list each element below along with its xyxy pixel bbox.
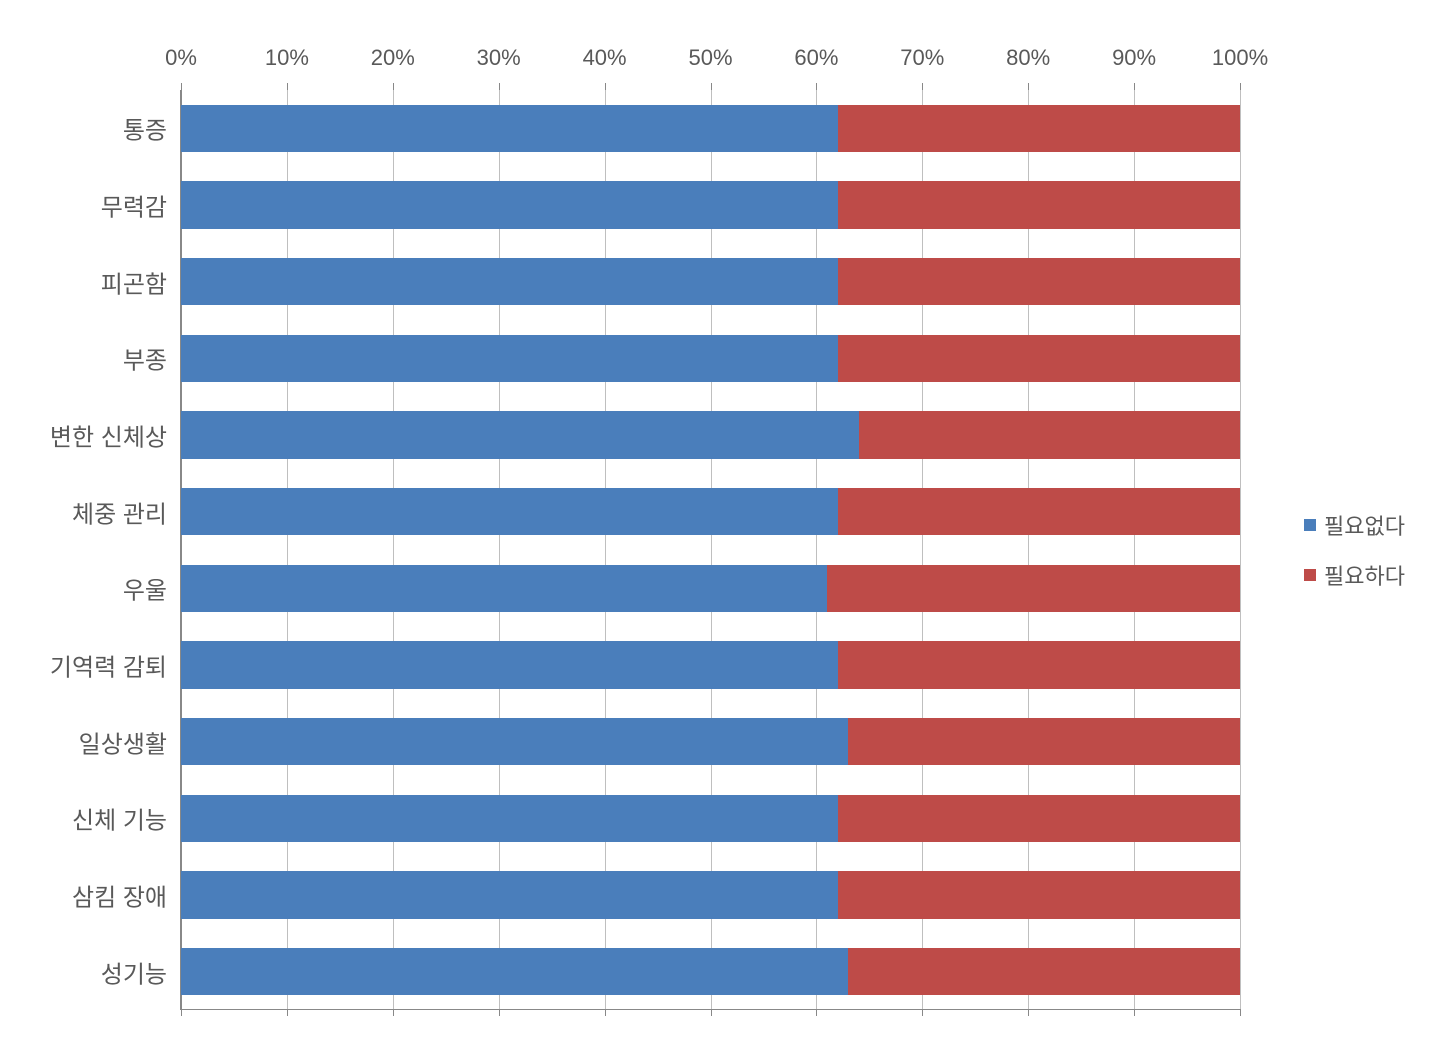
xtick-mark [605, 83, 606, 90]
bar-row [181, 411, 1240, 459]
bar-row [181, 871, 1240, 919]
xtick-mark [499, 83, 500, 90]
bar-segment-needed [827, 565, 1240, 613]
bar-row [181, 795, 1240, 843]
bar-segment-needed [838, 488, 1240, 536]
legend-item: 필요없다 [1304, 509, 1405, 541]
bar-segment-needed [838, 181, 1240, 229]
bar-row [181, 181, 1240, 229]
xtick-mark-bottom [499, 1009, 500, 1016]
xtick-mark-bottom [1240, 1009, 1241, 1016]
xtick-mark [1134, 83, 1135, 90]
bar-segment-not_needed [181, 948, 848, 996]
category-label: 우울 [123, 571, 167, 606]
bar-segment-not_needed [181, 795, 838, 843]
category-label: 신체 기능 [72, 801, 167, 836]
bar-row [181, 641, 1240, 689]
bar-segment-needed [848, 718, 1240, 766]
bar-segment-needed [838, 795, 1240, 843]
xtick-label: 100% [1212, 45, 1268, 71]
xtick-label: 70% [900, 45, 944, 71]
bar-row [181, 948, 1240, 996]
bar-segment-not_needed [181, 488, 838, 536]
xtick-label: 50% [688, 45, 732, 71]
xtick-mark-bottom [922, 1009, 923, 1016]
bar-segment-not_needed [181, 871, 838, 919]
xtick-mark-bottom [181, 1009, 182, 1016]
xtick-mark-bottom [1134, 1009, 1135, 1016]
bar-segment-needed [838, 641, 1240, 689]
bar-segment-not_needed [181, 258, 838, 306]
bar-segment-needed [838, 258, 1240, 306]
xtick-mark [922, 83, 923, 90]
legend-label: 필요없다 [1324, 509, 1405, 541]
xtick-mark-bottom [1028, 1009, 1029, 1016]
category-label: 무력감 [101, 188, 167, 223]
bar-row [181, 488, 1240, 536]
category-label: 통증 [123, 111, 167, 146]
bar-row [181, 335, 1240, 383]
xtick-mark [181, 83, 182, 90]
legend-label: 필요하다 [1324, 559, 1405, 591]
bar-row [181, 718, 1240, 766]
xtick-mark [287, 83, 288, 90]
xtick-mark [816, 83, 817, 90]
legend-swatch [1304, 569, 1316, 581]
xtick-mark-bottom [816, 1009, 817, 1016]
bar-segment-not_needed [181, 641, 838, 689]
bar-segment-not_needed [181, 335, 838, 383]
xtick-label: 30% [477, 45, 521, 71]
category-label: 체중 관리 [72, 494, 167, 529]
bar-segment-not_needed [181, 105, 838, 153]
xtick-mark [711, 83, 712, 90]
bar-row [181, 565, 1240, 613]
bar-segment-needed [838, 871, 1240, 919]
bar-segment-not_needed [181, 411, 859, 459]
bar-segment-not_needed [181, 718, 848, 766]
plot-area: 0%10%20%30%40%50%60%70%80%90%100% 통증무력감피… [180, 90, 1240, 1010]
bar-row [181, 105, 1240, 153]
xtick-mark-bottom [711, 1009, 712, 1016]
bar-row [181, 258, 1240, 306]
category-label: 부종 [123, 341, 167, 376]
bar-segment-needed [859, 411, 1240, 459]
category-label: 피곤함 [101, 264, 167, 299]
stacked-bar-chart: 0% 10% 20% 30% 40% 50% 60% 70% 80% 90% 100% 통증무력감피… [30, 30, 1410, 1020]
xtick-label: 0% [165, 45, 197, 71]
xtick-mark-bottom [605, 1009, 606, 1016]
xtick-mark-bottom [393, 1009, 394, 1016]
bar-segment-needed [838, 335, 1240, 383]
xtick-mark [1240, 83, 1241, 90]
xtick-label: 60% [794, 45, 838, 71]
bar-segment-needed [838, 105, 1240, 153]
category-label: 성기능 [101, 954, 167, 989]
xtick-label: 20% [371, 45, 415, 71]
xtick-label: 90% [1112, 45, 1156, 71]
legend-item: 필요하다 [1304, 559, 1405, 591]
xtick-mark [1028, 83, 1029, 90]
legend-swatch [1304, 519, 1316, 531]
xtick-label: 40% [583, 45, 627, 71]
xtick-mark-bottom [287, 1009, 288, 1016]
gridline [1240, 90, 1241, 1009]
xtick-label: 80% [1006, 45, 1050, 71]
bar-segment-needed [848, 948, 1240, 996]
bar-segment-not_needed [181, 565, 827, 613]
legend: 필요없다필요하다 [1304, 491, 1405, 609]
category-label: 변한 신체상 [50, 418, 167, 453]
category-label: 일상생활 [79, 724, 167, 759]
category-label: 기역력 감퇴 [50, 648, 167, 683]
xtick-mark [393, 83, 394, 90]
xtick-label: 10% [265, 45, 309, 71]
bar-segment-not_needed [181, 181, 838, 229]
category-label: 삼킴 장애 [72, 878, 167, 913]
